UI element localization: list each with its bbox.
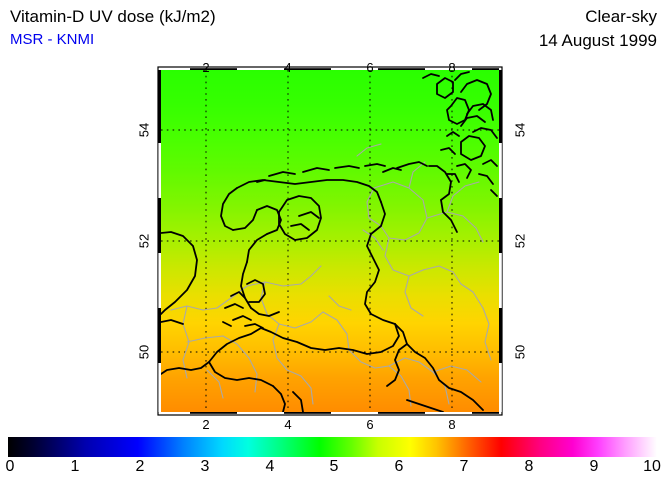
map-geography [161, 71, 498, 412]
ytick-right-50: 50 [512, 344, 528, 360]
ytick-left-50: 50 [136, 344, 152, 360]
xtick-top-8: 8 [448, 60, 456, 75]
map-plot-area[interactable] [161, 70, 499, 412]
xtick-bottom-2: 2 [202, 417, 210, 432]
ytick-left-52: 52 [136, 233, 152, 249]
internal-boundaries [170, 143, 492, 407]
colorbar[interactable] [8, 437, 657, 457]
xtick-top-4: 4 [284, 60, 292, 75]
colorbar-tick-6: 6 [394, 458, 404, 475]
map-frame [157, 66, 503, 416]
colorbar-tick-3: 3 [200, 458, 210, 475]
ytick-right-54: 54 [512, 122, 528, 138]
colorbar-tick-9: 9 [589, 458, 599, 475]
source-label: MSR - KNMI [10, 31, 95, 48]
xtick-bottom-6: 6 [366, 417, 374, 432]
xtick-top-2: 2 [202, 60, 210, 75]
ytick-right-52: 52 [512, 233, 528, 249]
map-gridlines [161, 70, 499, 412]
colorbar-tick-1: 1 [70, 458, 80, 475]
colorbar-tick-0: 0 [5, 458, 15, 475]
colorbar-tick-5: 5 [329, 458, 339, 475]
colorbar-tick-4: 4 [265, 458, 275, 475]
date-label: 14 August 1999 [538, 31, 657, 50]
colorbar-tick-2: 2 [135, 458, 145, 475]
xtick-bottom-8: 8 [448, 417, 456, 432]
colorbar-tick-10: 10 [643, 458, 661, 475]
colorbar-tick-8: 8 [524, 458, 534, 475]
xtick-top-6: 6 [366, 60, 374, 75]
colorbar-gradient [8, 437, 657, 457]
sky-condition-label: Clear-sky [585, 7, 657, 26]
map-figure: 2 4 6 8 2 4 6 8 54 52 50 54 52 50 [137, 60, 528, 432]
colorbar-tick-7: 7 [459, 458, 469, 475]
ytick-left-54: 54 [136, 122, 152, 138]
coastlines [161, 71, 498, 412]
page-title: Vitamin-D UV dose (kJ/m2) [10, 7, 216, 26]
xtick-bottom-4: 4 [284, 417, 292, 432]
